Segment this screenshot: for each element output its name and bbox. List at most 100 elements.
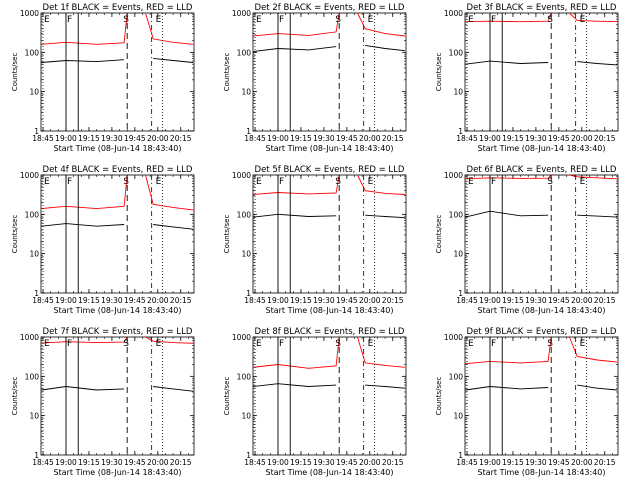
y-axis-label: Counts/sec <box>11 53 19 92</box>
y-tick-label: 1000 <box>444 9 463 18</box>
marker-label-f: F <box>491 15 496 25</box>
marker-label-f: F <box>491 339 496 349</box>
lld-line <box>569 12 618 23</box>
x-tick-label: 20:15 <box>170 296 192 305</box>
marker-label-e: E <box>368 15 374 25</box>
x-tick-label: 19:45 <box>548 458 570 467</box>
y-tick-label: 1 <box>458 451 463 460</box>
x-tick-label: 19:45 <box>336 134 358 143</box>
y-axis-label: Counts/sec <box>11 377 19 416</box>
y-axis-label: Counts/sec <box>223 53 231 92</box>
events-line <box>153 386 194 392</box>
x-tick-label: 19:30 <box>101 458 123 467</box>
panel-title: Det 7f BLACK = Events, RED = LLD <box>43 327 193 337</box>
y-tick-label: 1000 <box>444 171 463 180</box>
x-tick-label: 19:15 <box>78 296 100 305</box>
marker-label-e: E <box>468 15 474 25</box>
y-tick-label: 1 <box>246 127 251 136</box>
marker-label-e: E <box>368 339 374 349</box>
y-tick-label: 1000 <box>20 171 39 180</box>
lld-line <box>357 12 406 37</box>
marker-label-s: S <box>547 15 553 25</box>
x-tick-label: 20:15 <box>170 134 192 143</box>
y-tick-label: 10 <box>29 412 39 421</box>
x-tick-label: 20:00 <box>147 296 169 305</box>
lld-line <box>145 336 194 344</box>
y-tick-label: 100 <box>25 48 40 57</box>
marker-label-e: E <box>156 15 162 25</box>
lld-line <box>253 12 340 37</box>
y-axis-label: Counts/sec <box>223 215 231 254</box>
x-tick-label: 20:00 <box>571 458 593 467</box>
marker-label-e: E <box>580 177 586 187</box>
x-tick-label: 19:30 <box>313 458 335 467</box>
detector-panel-8: Det 8f BLACK = Events, RED = LLD 1 10 100 10… <box>223 327 407 477</box>
events-line <box>253 213 337 218</box>
x-axis-label: Start Time (08-Jun-14 18:43:40) <box>478 468 606 477</box>
marker-label-s: S <box>335 339 341 349</box>
marker-label-e: E <box>256 177 262 187</box>
events-line <box>465 210 549 218</box>
x-tick-label: 19:45 <box>124 458 146 467</box>
y-tick-label: 1000 <box>20 9 39 18</box>
marker-label-e: E <box>44 339 50 349</box>
y-tick-label: 100 <box>449 372 464 381</box>
y-tick-label: 100 <box>237 372 252 381</box>
y-tick-label: 100 <box>237 48 252 57</box>
events-line <box>41 386 125 391</box>
x-tick-label: 19:00 <box>55 458 77 467</box>
y-tick-label: 100 <box>25 372 40 381</box>
x-tick-label: 19:45 <box>336 458 358 467</box>
lld-line <box>253 174 340 195</box>
lld-line <box>41 336 128 344</box>
x-tick-label: 19:00 <box>479 458 501 467</box>
marker-label-f: F <box>279 339 284 349</box>
y-tick-label: 10 <box>453 412 463 421</box>
y-tick-label: 10 <box>453 88 463 97</box>
y-tick-label: 1 <box>458 289 463 298</box>
x-tick-label: 19:45 <box>124 134 146 143</box>
events-line <box>153 224 194 230</box>
marker-label-f: F <box>67 15 72 25</box>
detector-panel-9: Det 9f BLACK = Events, RED = LLD 1 10 100 10… <box>435 327 619 477</box>
lld-line <box>465 336 552 365</box>
x-tick-label: 18:45 <box>456 296 478 305</box>
y-tick-label: 10 <box>453 250 463 259</box>
x-tick-label: 20:00 <box>571 296 593 305</box>
x-tick-label: 18:45 <box>244 296 266 305</box>
lld-line <box>145 12 194 45</box>
y-tick-label: 1000 <box>232 171 251 180</box>
x-tick-label: 20:00 <box>359 134 381 143</box>
x-tick-label: 20:15 <box>170 458 192 467</box>
marker-label-s: S <box>123 15 129 25</box>
events-line <box>577 214 618 218</box>
x-tick-label: 20:00 <box>359 458 381 467</box>
y-axis-label: Counts/sec <box>435 377 443 416</box>
plot-frame <box>40 12 195 132</box>
x-tick-label: 20:00 <box>147 458 169 467</box>
x-axis-label: Start Time (08-Jun-14 18:43:40) <box>54 306 182 315</box>
x-tick-label: 18:45 <box>32 296 54 305</box>
x-tick-label: 19:30 <box>525 296 547 305</box>
x-tick-label: 19:15 <box>290 458 312 467</box>
marker-label-f: F <box>67 177 72 187</box>
events-line <box>153 57 194 63</box>
y-tick-label: 1 <box>246 289 251 298</box>
x-tick-label: 19:30 <box>101 296 123 305</box>
lld-line <box>41 12 128 45</box>
x-axis-label: Start Time (08-Jun-14 18:43:40) <box>266 468 394 477</box>
events-line <box>253 383 337 387</box>
marker-label-f: F <box>67 339 72 349</box>
y-tick-label: 1000 <box>20 333 39 342</box>
marker-label-e: E <box>256 15 262 25</box>
marker-label-f: F <box>279 177 284 187</box>
y-tick-label: 100 <box>449 48 464 57</box>
detector-panel-3: Det 3f BLACK = Events, RED = LLD 1 10 100 10… <box>435 3 619 153</box>
lld-line <box>145 174 194 211</box>
x-tick-label: 20:15 <box>594 458 616 467</box>
marker-label-f: F <box>279 15 284 25</box>
x-tick-label: 19:45 <box>124 296 146 305</box>
lld-line <box>41 174 128 210</box>
x-tick-label: 18:45 <box>32 458 54 467</box>
